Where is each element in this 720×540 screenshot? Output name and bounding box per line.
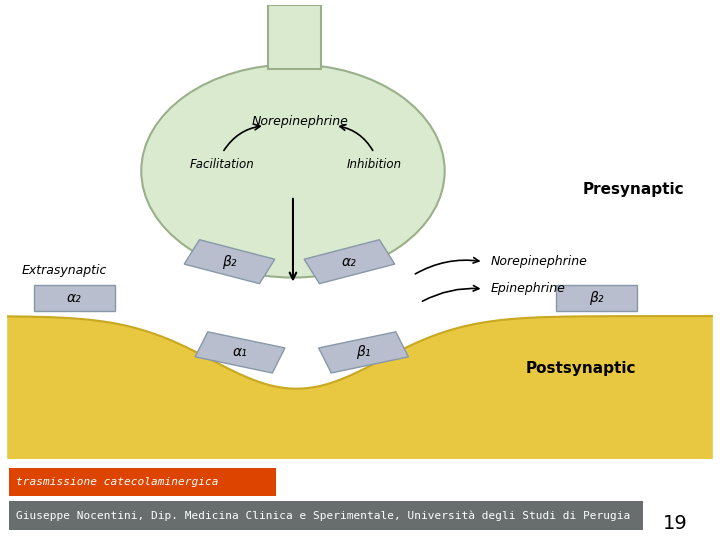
Bar [304, 240, 395, 284]
Text: β₂: β₂ [589, 291, 603, 305]
Bar [319, 332, 408, 373]
Text: Norepinephrine: Norepinephrine [251, 114, 348, 127]
Bar [195, 332, 285, 373]
Text: Presynaptic: Presynaptic [582, 181, 684, 197]
Text: β₂: β₂ [222, 255, 237, 269]
Polygon shape [7, 316, 713, 459]
Bar [184, 240, 275, 284]
Text: α₁: α₁ [233, 346, 248, 360]
Text: Giuseppe Nocentini, Dip. Medicina Clinica e Sperimentale, Università degli Studi: Giuseppe Nocentini, Dip. Medicina Clinic… [16, 510, 630, 521]
Text: Epinephrine: Epinephrine [490, 282, 565, 295]
Text: Inhibition: Inhibition [346, 158, 402, 171]
Text: Extrasynaptic: Extrasynaptic [22, 264, 107, 277]
Text: α₂: α₂ [342, 255, 357, 269]
Ellipse shape [141, 64, 445, 278]
Text: 19: 19 [663, 514, 688, 534]
Bar [34, 285, 114, 311]
Text: β₁: β₁ [356, 346, 371, 360]
Bar [556, 285, 637, 311]
Text: Facilitation: Facilitation [190, 158, 255, 171]
Text: trasmissione catecolaminergica: trasmissione catecolaminergica [16, 477, 218, 487]
Text: Norepinephrine: Norepinephrine [490, 255, 588, 268]
Text: Postsynaptic: Postsynaptic [526, 361, 636, 376]
Bar [269, 5, 321, 69]
Text: α₂: α₂ [67, 291, 81, 305]
